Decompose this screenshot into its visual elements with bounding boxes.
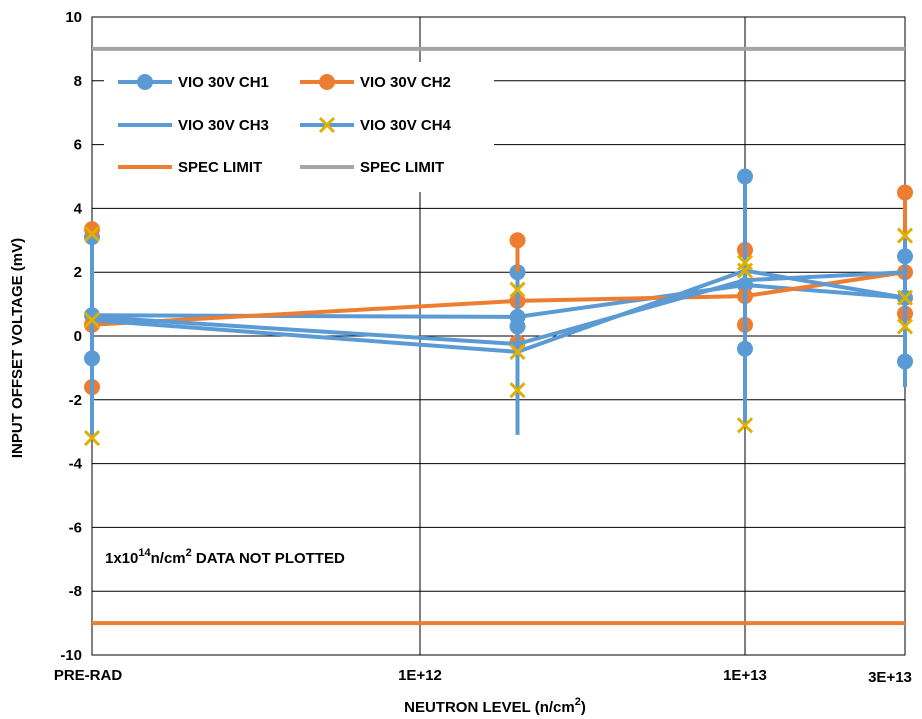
spec-limit-lines bbox=[92, 46, 905, 626]
data-point bbox=[736, 417, 754, 434]
series-vio-30v-ch2 bbox=[84, 184, 913, 396]
data-point bbox=[137, 74, 153, 90]
y-tick-label: -4 bbox=[69, 456, 83, 473]
data-point-stroke bbox=[509, 343, 526, 361]
legend-entry: VIO 30V CH4 bbox=[300, 116, 452, 134]
data-point bbox=[509, 382, 526, 399]
data-point bbox=[83, 430, 101, 447]
x-tick-label: 3E+13 bbox=[868, 669, 912, 686]
x-tick-labels: PRE-RAD 1E+12 1E+13 3E+13 bbox=[54, 667, 912, 686]
data-point-stroke bbox=[896, 289, 914, 306]
y-tick-label: -2 bbox=[69, 392, 82, 409]
y-tick-label: 0 bbox=[74, 328, 82, 345]
y-tick-labels: -10 -8 -6 -4 -2 0 2 4 6 8 10 bbox=[60, 9, 82, 664]
data-point bbox=[737, 168, 753, 185]
data-point bbox=[897, 184, 913, 201]
series-layer bbox=[83, 168, 914, 447]
data-point bbox=[83, 311, 101, 329]
series-vio-30v-ch3 bbox=[90, 192, 907, 435]
y-tick-label: -8 bbox=[69, 583, 82, 600]
data-point bbox=[509, 343, 526, 361]
legend-entry: SPEC LIMIT bbox=[118, 159, 262, 176]
data-point-stroke bbox=[509, 281, 526, 298]
legend-label: SPEC LIMIT bbox=[178, 159, 262, 176]
series-vio-30v-ch1 bbox=[84, 168, 913, 370]
data-point-stroke bbox=[896, 318, 914, 335]
legend: VIO 30V CH1 VIO 30V CH2 VIO 30V CH3 VIO 30V… bbox=[104, 62, 494, 192]
data-point bbox=[896, 289, 914, 306]
x-axis-title: NEUTRON LEVEL (n/cm2) bbox=[404, 696, 586, 716]
y-tick-label: 6 bbox=[74, 137, 82, 154]
series-vio-30v-ch4 bbox=[83, 225, 914, 447]
y-tick-label: 2 bbox=[74, 264, 82, 281]
data-point bbox=[83, 225, 101, 242]
data-point bbox=[509, 232, 526, 249]
legend-entry: VIO 30V CH2 bbox=[300, 74, 451, 91]
legend-label: VIO 30V CH3 bbox=[178, 117, 269, 134]
data-point-stroke bbox=[736, 417, 754, 434]
x-tick-label: 1E+12 bbox=[398, 667, 442, 684]
legend-label: VIO 30V CH1 bbox=[178, 74, 269, 91]
x-tick-label: PRE-RAD bbox=[54, 667, 123, 684]
legend-label: VIO 30V CH4 bbox=[360, 117, 452, 134]
data-point bbox=[509, 281, 526, 298]
data-point bbox=[736, 262, 754, 279]
data-point bbox=[84, 221, 100, 238]
annotation-note: 1x1014n/cm2 DATA NOT PLOTTED bbox=[105, 547, 345, 567]
data-point-stroke bbox=[896, 227, 914, 244]
data-point bbox=[896, 227, 914, 244]
series-line bbox=[91, 270, 906, 346]
data-point-stroke bbox=[736, 262, 754, 279]
legend-label: VIO 30V CH2 bbox=[360, 74, 451, 91]
y-tick-label: 4 bbox=[74, 200, 83, 217]
series-line bbox=[91, 268, 906, 354]
legend-label: SPEC LIMIT bbox=[360, 159, 444, 176]
legend-entry: VIO 30V CH1 bbox=[118, 74, 269, 91]
series-line bbox=[91, 283, 906, 319]
y-tick-label: 10 bbox=[65, 9, 82, 26]
data-point-stroke bbox=[509, 382, 526, 399]
data-point-stroke bbox=[83, 311, 101, 329]
y-axis-title: INPUT OFFSET VOLTAGE (mV) bbox=[9, 238, 26, 458]
data-point-stroke bbox=[318, 116, 336, 134]
legend-entry: SPEC LIMIT bbox=[300, 159, 444, 176]
x-tick-label: 1E+13 bbox=[723, 667, 767, 684]
legend-entry: VIO 30V CH3 bbox=[118, 117, 269, 134]
y-tick-label: -6 bbox=[69, 519, 82, 536]
y-tick-label: 8 bbox=[74, 73, 82, 90]
data-point bbox=[319, 74, 335, 90]
data-point-stroke bbox=[83, 430, 101, 447]
data-point bbox=[318, 116, 336, 134]
y-tick-label: -10 bbox=[60, 647, 82, 664]
data-point-stroke bbox=[83, 225, 101, 242]
data-point bbox=[896, 318, 914, 335]
